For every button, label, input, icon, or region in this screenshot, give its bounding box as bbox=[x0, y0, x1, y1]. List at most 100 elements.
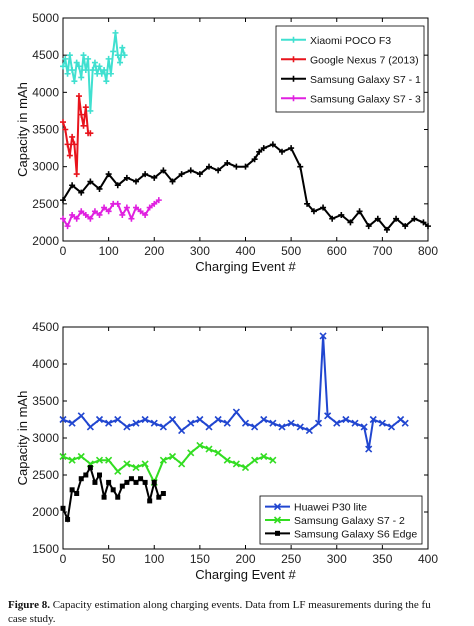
data-point bbox=[387, 423, 396, 431]
data-point bbox=[105, 419, 113, 427]
x-tick-label: 350 bbox=[372, 552, 392, 566]
data-point bbox=[133, 204, 139, 211]
caption-text: Capacity estimation along charging event… bbox=[49, 599, 431, 611]
data-point bbox=[60, 505, 66, 511]
chart-1: 0 100 200 300 400 500 600 700 800 2000 2500 3000 350… bbox=[15, 11, 438, 274]
data-point bbox=[251, 456, 259, 464]
data-point bbox=[425, 223, 431, 230]
x-tick-label: 800 bbox=[418, 244, 438, 258]
data-point bbox=[269, 141, 276, 148]
legend: Xiaomi POCO F3 Google Nexus 7 (2013) Samsu… bbox=[275, 25, 425, 113]
data-point bbox=[146, 204, 153, 211]
data-point bbox=[393, 215, 400, 222]
x-tick-label: 200 bbox=[144, 244, 164, 258]
x-tick-label: 300 bbox=[190, 244, 210, 258]
legend-label: Google Nexus 7 (2013) bbox=[310, 54, 419, 66]
data-point bbox=[101, 67, 108, 74]
x-tick-label: 100 bbox=[99, 244, 119, 258]
legend-marker bbox=[273, 503, 282, 511]
figure-canvas: 0 100 200 300 400 500 600 700 800200025003000350… bbox=[15, 11, 438, 582]
data-point bbox=[205, 423, 213, 431]
caption-label: Figure 8. bbox=[8, 599, 50, 611]
data-point bbox=[420, 219, 427, 226]
x-tick-label: 300 bbox=[327, 552, 347, 566]
data-point bbox=[59, 452, 67, 461]
data-point bbox=[260, 415, 268, 424]
data-point bbox=[95, 456, 104, 464]
data-point bbox=[160, 491, 166, 496]
data-point bbox=[351, 419, 359, 427]
data-point bbox=[105, 55, 112, 62]
data-point bbox=[342, 415, 350, 424]
data-point bbox=[68, 456, 76, 464]
data-point bbox=[110, 48, 117, 55]
legend-label: Samsung Galaxy S6 Edge bbox=[294, 528, 417, 540]
legend-marker bbox=[290, 36, 297, 43]
data-point bbox=[64, 70, 71, 77]
data-point bbox=[196, 441, 204, 449]
data-point bbox=[82, 211, 89, 218]
series-2 bbox=[60, 93, 94, 178]
x-tick-label: 200 bbox=[235, 552, 255, 566]
data-point bbox=[159, 456, 167, 464]
series-line bbox=[62, 199, 160, 229]
y-tick-label: 3500 bbox=[32, 123, 59, 137]
data-point bbox=[78, 208, 85, 215]
data-point bbox=[178, 460, 186, 468]
data-point bbox=[279, 148, 285, 155]
data-point bbox=[260, 452, 268, 461]
data-point bbox=[68, 419, 76, 427]
data-point bbox=[73, 215, 80, 222]
data-point bbox=[242, 163, 249, 170]
data-point bbox=[65, 516, 71, 522]
data-point bbox=[215, 167, 222, 174]
data-point bbox=[128, 476, 134, 482]
data-point bbox=[96, 211, 103, 218]
data-point bbox=[159, 423, 167, 431]
data-point bbox=[69, 67, 76, 74]
data-point bbox=[205, 445, 213, 453]
data-point bbox=[214, 449, 222, 457]
data-point bbox=[69, 487, 75, 493]
data-point bbox=[87, 178, 94, 185]
data-point bbox=[333, 419, 341, 427]
data-point bbox=[91, 59, 98, 66]
data-point bbox=[168, 415, 177, 424]
series-1 bbox=[59, 332, 409, 453]
data-point bbox=[320, 204, 327, 211]
data-point bbox=[402, 223, 409, 230]
y-axis-label: Capacity in mAh bbox=[15, 82, 30, 177]
data-point bbox=[142, 211, 149, 218]
x-tick-label: 100 bbox=[144, 552, 164, 566]
data-point bbox=[87, 215, 94, 222]
data-point bbox=[151, 200, 158, 207]
legend-label: Samsung Galaxy S7 - 3 bbox=[310, 93, 421, 105]
x-tick-label: 0 bbox=[60, 552, 67, 566]
data-point bbox=[178, 171, 185, 178]
legend-label: Huawei P30 lite bbox=[294, 502, 367, 514]
data-point bbox=[98, 70, 105, 77]
data-point bbox=[115, 494, 121, 500]
y-tick-label: 4000 bbox=[32, 85, 59, 99]
data-point bbox=[121, 52, 128, 59]
data-point bbox=[64, 141, 71, 148]
data-point bbox=[92, 479, 98, 485]
data-point bbox=[133, 479, 139, 485]
data-point bbox=[96, 63, 103, 70]
data-point bbox=[123, 423, 131, 431]
legend-label: Samsung Galaxy S7 - 1 bbox=[310, 74, 421, 86]
data-point bbox=[59, 415, 67, 424]
series-1 bbox=[60, 29, 128, 114]
series-line bbox=[62, 32, 126, 111]
data-point bbox=[141, 415, 149, 424]
data-point bbox=[69, 182, 76, 189]
data-point bbox=[133, 178, 139, 185]
data-point bbox=[187, 419, 195, 427]
x-tick-label: 50 bbox=[102, 552, 116, 566]
x-tick-label: 0 bbox=[60, 244, 67, 258]
data-point bbox=[105, 456, 113, 464]
data-point bbox=[114, 52, 121, 59]
data-point bbox=[60, 215, 66, 222]
data-point bbox=[150, 419, 158, 427]
y-tick-label: 4500 bbox=[32, 320, 59, 334]
